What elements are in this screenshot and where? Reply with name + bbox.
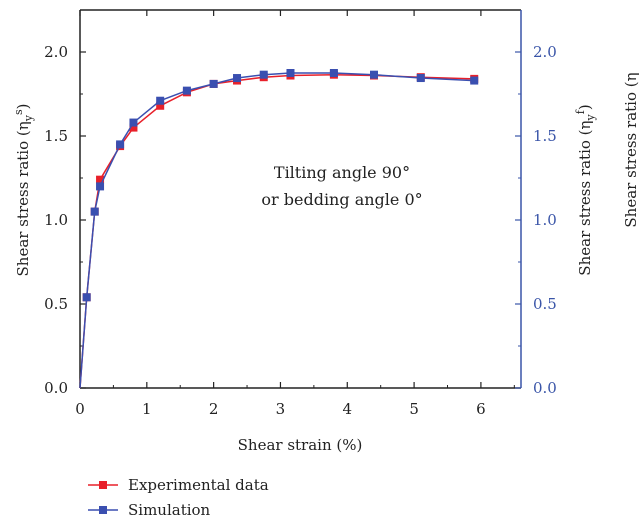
y-axis-title-left: Shear stress ratio (ηys) (12, 104, 35, 277)
y-tick-label-left: 2.0 (44, 43, 68, 61)
x-tick-labels: 0 1 2 3 4 5 6 (75, 400, 485, 418)
data-point (259, 70, 268, 79)
svg-text:Shear stress ratio (ηys): Shear stress ratio (ηys) (12, 104, 35, 277)
y-tick-label-right: 2.0 (533, 43, 557, 61)
data-point (329, 69, 338, 77)
legend-marker-experimental (99, 481, 107, 489)
y-axis-title-right-main: Shear stress ratio (η (576, 120, 594, 275)
data-point (96, 175, 105, 184)
svg-text:Shear stress ratio (ηyf): Shear stress ratio (ηyf) (574, 104, 597, 275)
data-point (156, 101, 165, 110)
series-simulation (79, 69, 479, 389)
data-point (233, 74, 242, 83)
x-tick-label: 5 (409, 400, 419, 418)
y-axis-title-left-sup: s (12, 109, 25, 115)
x-tick-label: 4 (342, 400, 352, 418)
x-tick-label: 6 (476, 400, 486, 418)
x-tick-label: 0 (75, 400, 85, 418)
x-tick-label: 3 (276, 400, 286, 418)
legend-marker-simulation (99, 506, 107, 514)
series-line (79, 72, 475, 389)
legend-label-experimental: Experimental data (128, 476, 269, 494)
data-point (129, 123, 138, 132)
series-line (79, 73, 475, 389)
x-tick-label: 1 (142, 400, 152, 418)
y-axis-title-left-sub: y (22, 114, 35, 122)
axis-ticks (79, 10, 521, 389)
annotation-line-1: Tilting angle 90° (274, 163, 410, 182)
data-point (182, 86, 191, 95)
annotation-line-2: or bedding angle 0° (261, 190, 422, 209)
data-point (209, 79, 218, 88)
svg-text:Shear stress ratio (η: Shear stress ratio (η (622, 72, 640, 227)
legend: Experimental data Simulation (88, 476, 269, 519)
y-tick-label-right: 1.0 (533, 211, 557, 229)
legend-label-simulation: Simulation (128, 501, 211, 519)
y-tick-labels-right: 0.0 0.5 1.0 1.5 2.0 (533, 43, 557, 397)
data-point (96, 182, 105, 191)
y-tick-label-left: 0.0 (44, 379, 68, 397)
data-point (82, 293, 91, 302)
y-axis-title-right-sub: y (584, 113, 597, 121)
data-point (470, 76, 479, 85)
data-point (286, 69, 295, 77)
y-axis-title-left-main: Shear stress ratio (η (14, 121, 32, 276)
data-point (416, 74, 425, 83)
y-axis-title-right: Shear stress ratio (ηyf) (574, 104, 597, 275)
y-tick-labels-left: 0.0 0.5 1.0 1.5 2.0 (44, 43, 68, 397)
data-point (129, 118, 138, 127)
data-point (370, 70, 378, 79)
y-tick-label-right: 0.5 (533, 295, 557, 313)
data-point (156, 96, 165, 105)
data-point (90, 207, 99, 216)
y-tick-label-left: 1.5 (44, 127, 68, 145)
adjacent-figure-cut-label: Shear stress ratio (η (622, 72, 640, 227)
y-tick-label-right: 0.0 (533, 379, 557, 397)
y-tick-label-left: 0.5 (44, 295, 68, 313)
x-axis-title: Shear strain (%) (238, 436, 363, 454)
y-axis-title-right-sup: f (574, 109, 587, 114)
data-point (116, 140, 125, 149)
x-tick-label: 2 (209, 400, 219, 418)
series-layer (79, 69, 479, 389)
y-tick-label-left: 1.0 (44, 211, 68, 229)
y-tick-label-right: 1.5 (533, 127, 557, 145)
